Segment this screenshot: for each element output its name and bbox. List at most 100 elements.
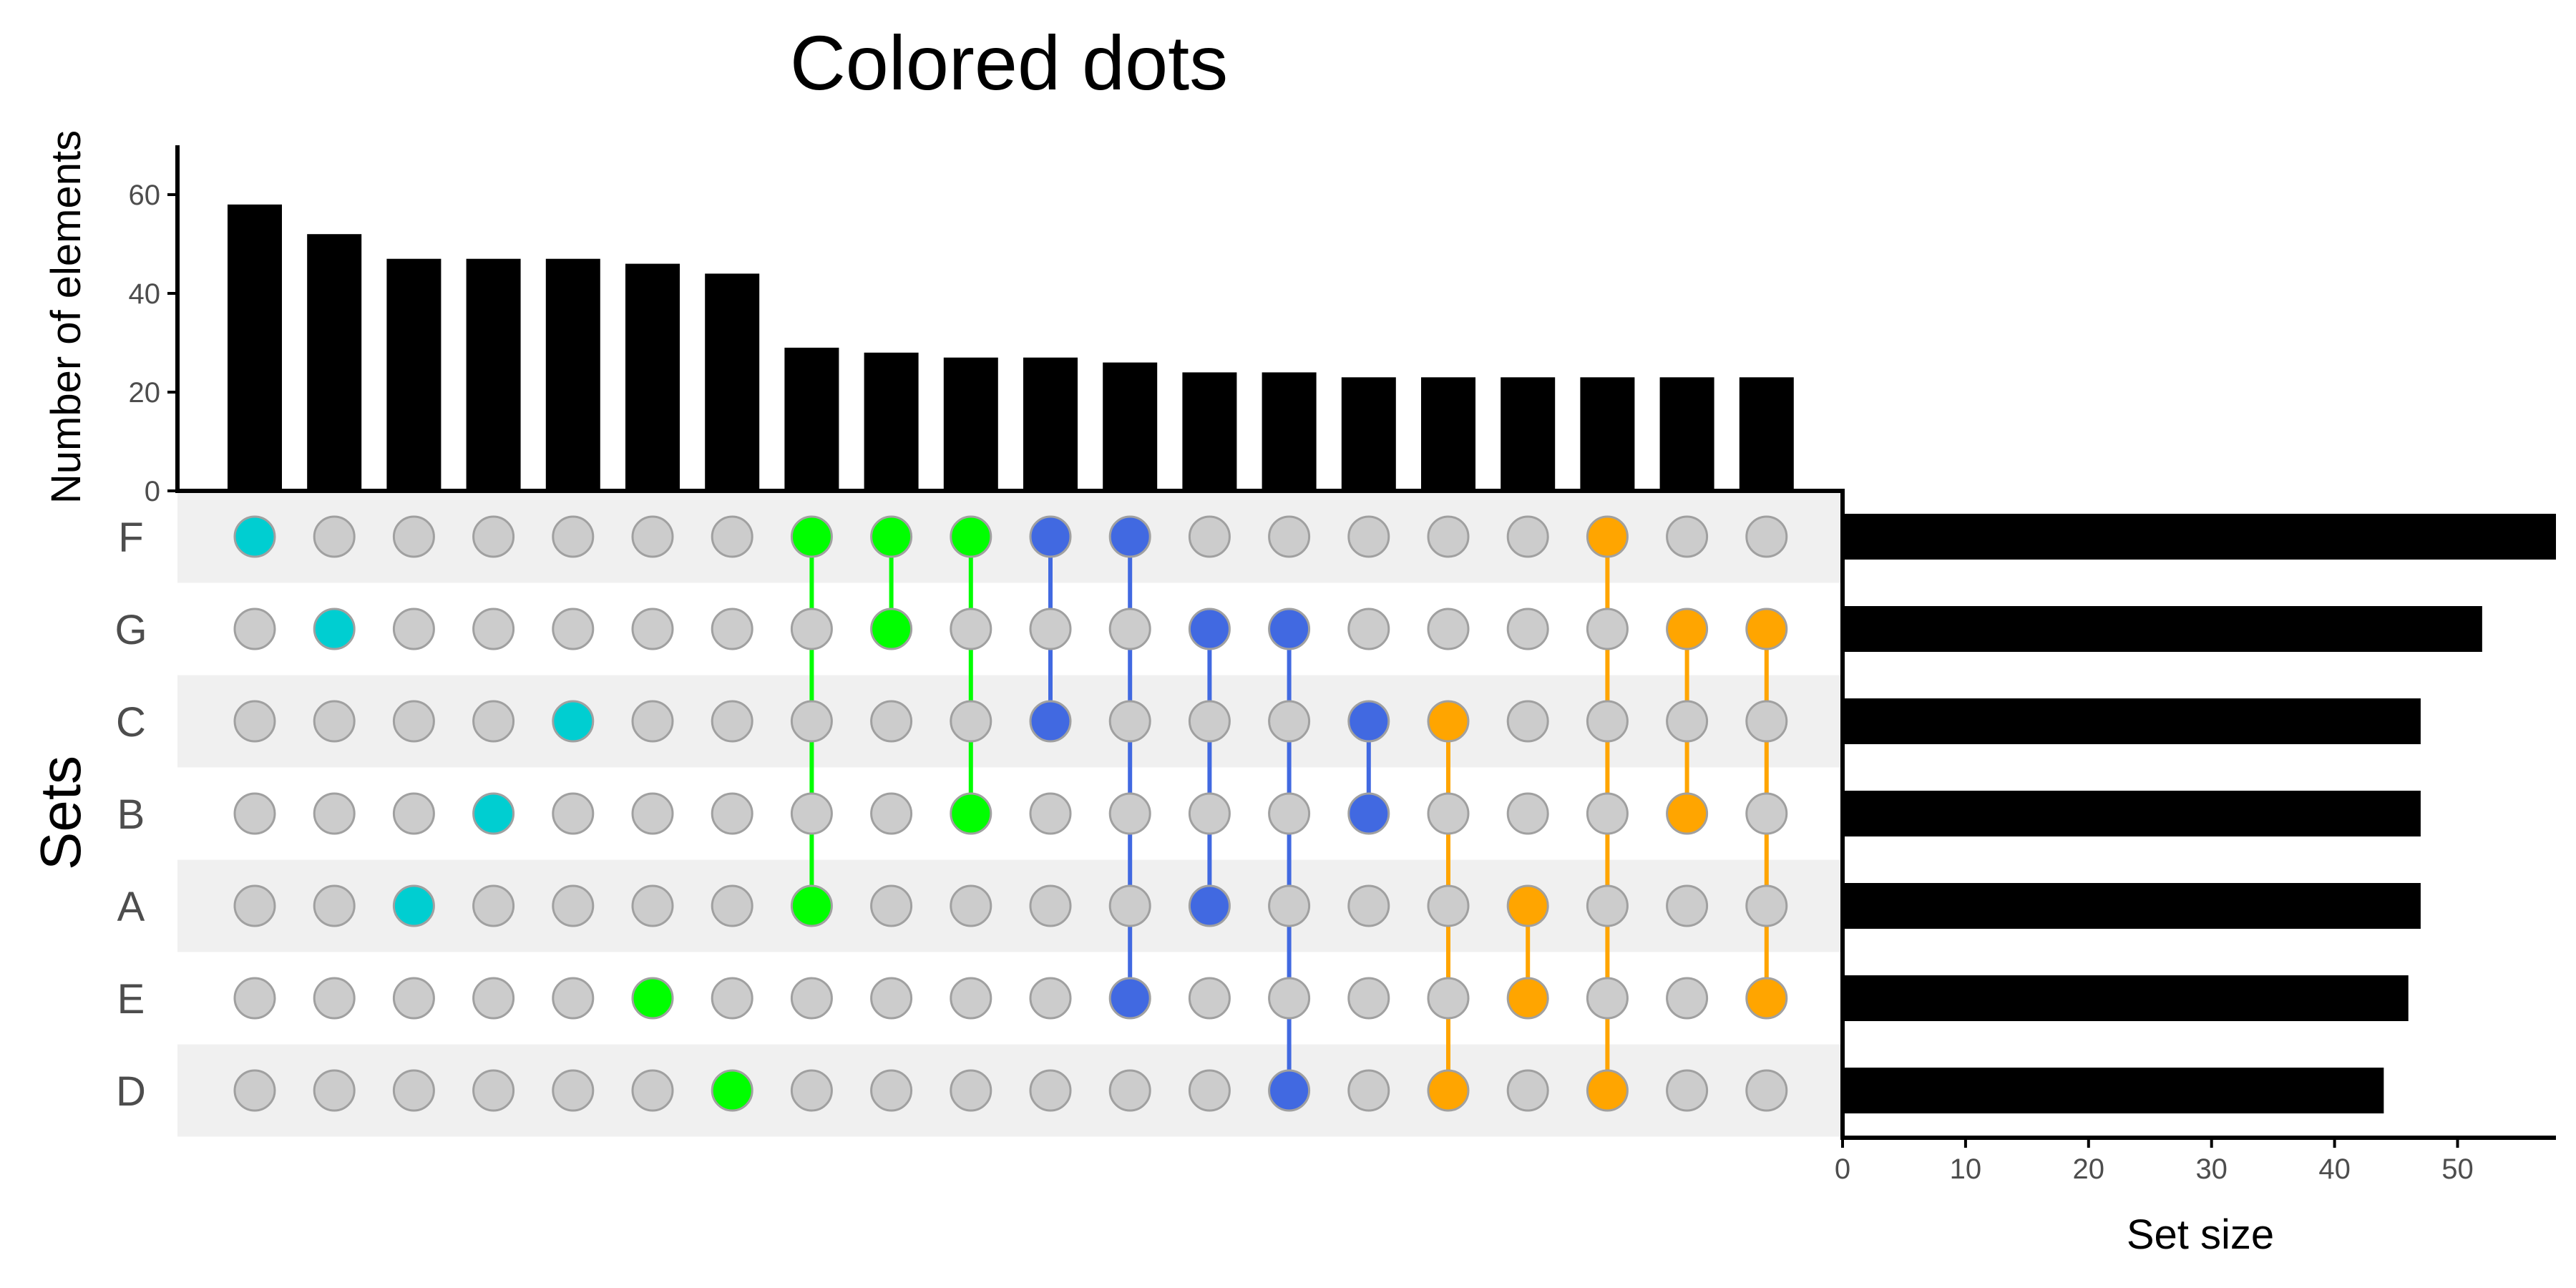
empty-dot-13-D xyxy=(1188,1069,1231,1112)
set-size-axis-title: Set size xyxy=(2127,1211,2274,1258)
active-dot-12-F xyxy=(1108,515,1151,558)
intersection-bar-8 xyxy=(784,347,839,491)
empty-dot-5-D xyxy=(552,1069,595,1112)
set-label-G: G xyxy=(114,607,147,653)
set-size-bar-F xyxy=(1843,514,2556,560)
empty-dot-19-F xyxy=(1666,515,1709,558)
empty-dot-7-B xyxy=(711,792,753,835)
empty-dot-14-A xyxy=(1268,884,1311,927)
active-dot-19-B xyxy=(1666,792,1709,835)
intersection-bar-3 xyxy=(386,258,441,491)
empty-dot-17-C xyxy=(1506,700,1549,743)
empty-dot-8-D xyxy=(790,1069,833,1112)
intersection-bar-20 xyxy=(1739,377,1794,491)
empty-dot-2-A xyxy=(313,884,356,927)
active-dot-14-D xyxy=(1268,1069,1311,1112)
stripe-D xyxy=(177,1044,1843,1137)
empty-dot-8-G xyxy=(790,608,833,650)
empty-dot-1-D xyxy=(233,1069,276,1112)
empty-dot-20-F xyxy=(1745,515,1788,558)
empty-dot-18-B xyxy=(1586,792,1629,835)
set-label-B: B xyxy=(117,791,145,838)
empty-dot-2-C xyxy=(313,700,356,743)
empty-dot-2-D xyxy=(313,1069,356,1112)
empty-dot-17-D xyxy=(1506,1069,1549,1112)
empty-dot-6-D xyxy=(631,1069,674,1112)
set-label-A: A xyxy=(117,884,145,930)
empty-dot-14-F xyxy=(1268,515,1311,558)
empty-dot-7-C xyxy=(711,700,753,743)
y-tick-label-0: 0 xyxy=(145,476,160,507)
set-label-C: C xyxy=(116,699,146,746)
empty-dot-7-A xyxy=(711,884,753,927)
y-tick-label-60: 60 xyxy=(129,180,161,211)
empty-dot-1-A xyxy=(233,884,276,927)
empty-dot-15-F xyxy=(1347,515,1390,558)
intersection-bar-18 xyxy=(1580,377,1635,491)
empty-dot-5-B xyxy=(552,792,595,835)
stripe-C xyxy=(177,675,1843,768)
x-tick-label-40: 40 xyxy=(2318,1153,2351,1185)
empty-dot-3-C xyxy=(392,700,435,743)
intersection-bar-16 xyxy=(1421,377,1475,491)
x-tick-label-30: 30 xyxy=(2195,1153,2228,1185)
active-dot-12-E xyxy=(1108,977,1151,1020)
empty-dot-16-G xyxy=(1427,608,1470,650)
active-dot-10-B xyxy=(950,792,992,835)
intersection-bar-6 xyxy=(625,263,680,491)
empty-dot-12-D xyxy=(1108,1069,1151,1112)
empty-dot-16-A xyxy=(1427,884,1470,927)
active-dot-15-C xyxy=(1347,700,1390,743)
active-dot-8-A xyxy=(790,884,833,927)
active-dot-2-G xyxy=(313,608,356,650)
active-dot-16-D xyxy=(1427,1069,1470,1112)
empty-dot-12-B xyxy=(1108,792,1151,835)
active-dot-5-C xyxy=(552,700,595,743)
empty-dot-3-B xyxy=(392,792,435,835)
empty-dot-10-D xyxy=(950,1069,992,1112)
empty-dot-5-F xyxy=(552,515,595,558)
set-size-bar-A xyxy=(1843,883,2421,929)
empty-dot-11-B xyxy=(1029,792,1072,835)
empty-dot-6-G xyxy=(631,608,674,650)
empty-dot-14-C xyxy=(1268,700,1311,743)
empty-dot-11-D xyxy=(1029,1069,1072,1112)
active-dot-19-G xyxy=(1666,608,1709,650)
empty-dot-18-C xyxy=(1586,700,1629,743)
chart-title: Colored dots xyxy=(790,19,1228,106)
intersection-bar-13 xyxy=(1182,372,1237,491)
empty-dot-6-A xyxy=(631,884,674,927)
empty-dot-16-F xyxy=(1427,515,1470,558)
active-dot-15-B xyxy=(1347,792,1390,835)
empty-dot-7-F xyxy=(711,515,753,558)
active-dot-1-F xyxy=(233,515,276,558)
empty-dot-7-E xyxy=(711,977,753,1020)
intersection-bar-1 xyxy=(228,204,282,491)
active-dot-7-D xyxy=(711,1069,753,1112)
empty-dot-19-E xyxy=(1666,977,1709,1020)
empty-dot-18-G xyxy=(1586,608,1629,650)
set-label-F: F xyxy=(118,514,143,561)
active-dot-18-D xyxy=(1586,1069,1629,1112)
set-size-bar-B xyxy=(1843,791,2421,836)
empty-dot-5-E xyxy=(552,977,595,1020)
empty-dot-17-G xyxy=(1506,608,1549,650)
empty-dot-4-G xyxy=(472,608,515,650)
intersection-bar-15 xyxy=(1341,377,1396,491)
empty-dot-2-F xyxy=(313,515,356,558)
empty-dot-3-F xyxy=(392,515,435,558)
empty-dot-9-C xyxy=(870,700,913,743)
active-dot-11-C xyxy=(1029,700,1072,743)
empty-dot-3-E xyxy=(392,977,435,1020)
active-dot-20-E xyxy=(1745,977,1788,1020)
empty-dot-9-E xyxy=(870,977,913,1020)
empty-dot-1-G xyxy=(233,608,276,650)
intersection-bar-7 xyxy=(705,273,760,491)
empty-dot-11-A xyxy=(1029,884,1072,927)
set-size-bar-C xyxy=(1843,698,2421,744)
intersection-bar-10 xyxy=(943,357,998,491)
empty-dot-10-G xyxy=(950,608,992,650)
stripe-F xyxy=(177,490,1843,583)
intersection-matrix xyxy=(233,515,1788,1112)
